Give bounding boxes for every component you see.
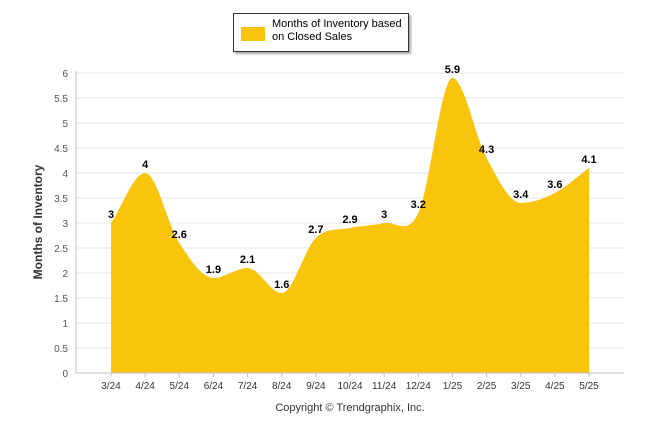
data-label: 1.9 bbox=[206, 264, 221, 276]
x-tick-label: 3/24 bbox=[101, 381, 121, 392]
area-fill bbox=[111, 78, 589, 373]
y-tick-label: 4 bbox=[62, 169, 68, 180]
x-tick-label: 5/24 bbox=[170, 381, 190, 392]
data-label: 3.6 bbox=[547, 179, 562, 191]
data-label: 4.1 bbox=[581, 154, 596, 166]
data-label: 3.4 bbox=[513, 189, 529, 201]
data-label: 2.7 bbox=[308, 224, 323, 236]
data-label: 4.3 bbox=[479, 144, 494, 156]
x-tick-label: 6/24 bbox=[204, 381, 224, 392]
y-tick-label: 2 bbox=[62, 269, 68, 280]
data-label: 2.9 bbox=[342, 214, 357, 226]
y-tick-label: 5.5 bbox=[54, 94, 68, 105]
x-tick-label: 8/24 bbox=[272, 381, 292, 392]
data-label: 5.9 bbox=[445, 64, 460, 76]
data-label: 2.6 bbox=[172, 229, 187, 241]
x-tick-label: 1/25 bbox=[443, 381, 463, 392]
x-tick-labels: 3/24 4/24 5/24 6/24 7/24 8/24 9/24 10/24 11/24 12… bbox=[101, 373, 599, 392]
y-tick-label: 4.5 bbox=[54, 144, 68, 155]
legend-swatch bbox=[241, 27, 265, 41]
y-tick-label: 5 bbox=[62, 119, 68, 130]
y-tick-label: 0 bbox=[62, 369, 68, 380]
y-tick-label: 2.5 bbox=[54, 244, 68, 255]
data-label: 4 bbox=[142, 159, 149, 171]
legend: Months of Inventory based on Closed Sale… bbox=[233, 13, 409, 52]
x-tick-label: 12/24 bbox=[406, 381, 431, 392]
y-tick-label: 3 bbox=[62, 219, 68, 230]
x-tick-label: 3/25 bbox=[511, 381, 531, 392]
x-tick-label: 2/25 bbox=[477, 381, 497, 392]
x-tick-label: 11/24 bbox=[372, 381, 397, 392]
y-axis-label: Months of Inventory bbox=[31, 164, 45, 280]
y-tick-label: 3.5 bbox=[54, 194, 68, 205]
x-tick-label: 5/25 bbox=[579, 381, 599, 392]
y-tick-label: 0.5 bbox=[54, 344, 68, 355]
y-tick-label: 6 bbox=[62, 69, 68, 80]
data-labels: 3 4 2.6 1.9 2.1 1.6 2.7 2.9 3 3.2 5.9 4.3 3.4 3.6 4.1 bbox=[108, 64, 597, 291]
y-tick-label: 1.5 bbox=[54, 294, 68, 305]
legend-label: Months of Inventory based on Closed Sale… bbox=[272, 18, 402, 43]
y-tick-labels: 0 0.5 1 1.5 2 2.5 3 3.5 4 4.5 5 5.5 6 bbox=[54, 69, 68, 380]
copyright-text: Copyright © Trendgraphix, Inc. bbox=[275, 402, 425, 414]
x-tick-label: 7/24 bbox=[238, 381, 258, 392]
data-label: 3.2 bbox=[411, 199, 426, 211]
x-tick-label: 4/25 bbox=[545, 381, 565, 392]
y-tick-label: 1 bbox=[62, 319, 68, 330]
data-label: 3 bbox=[381, 209, 387, 221]
data-label: 2.1 bbox=[240, 254, 255, 266]
x-tick-label: 9/24 bbox=[306, 381, 326, 392]
x-tick-label: 4/24 bbox=[135, 381, 155, 392]
x-tick-label: 10/24 bbox=[337, 381, 362, 392]
area-series bbox=[111, 78, 589, 373]
data-label: 1.6 bbox=[274, 279, 289, 291]
data-label: 3 bbox=[108, 209, 114, 221]
